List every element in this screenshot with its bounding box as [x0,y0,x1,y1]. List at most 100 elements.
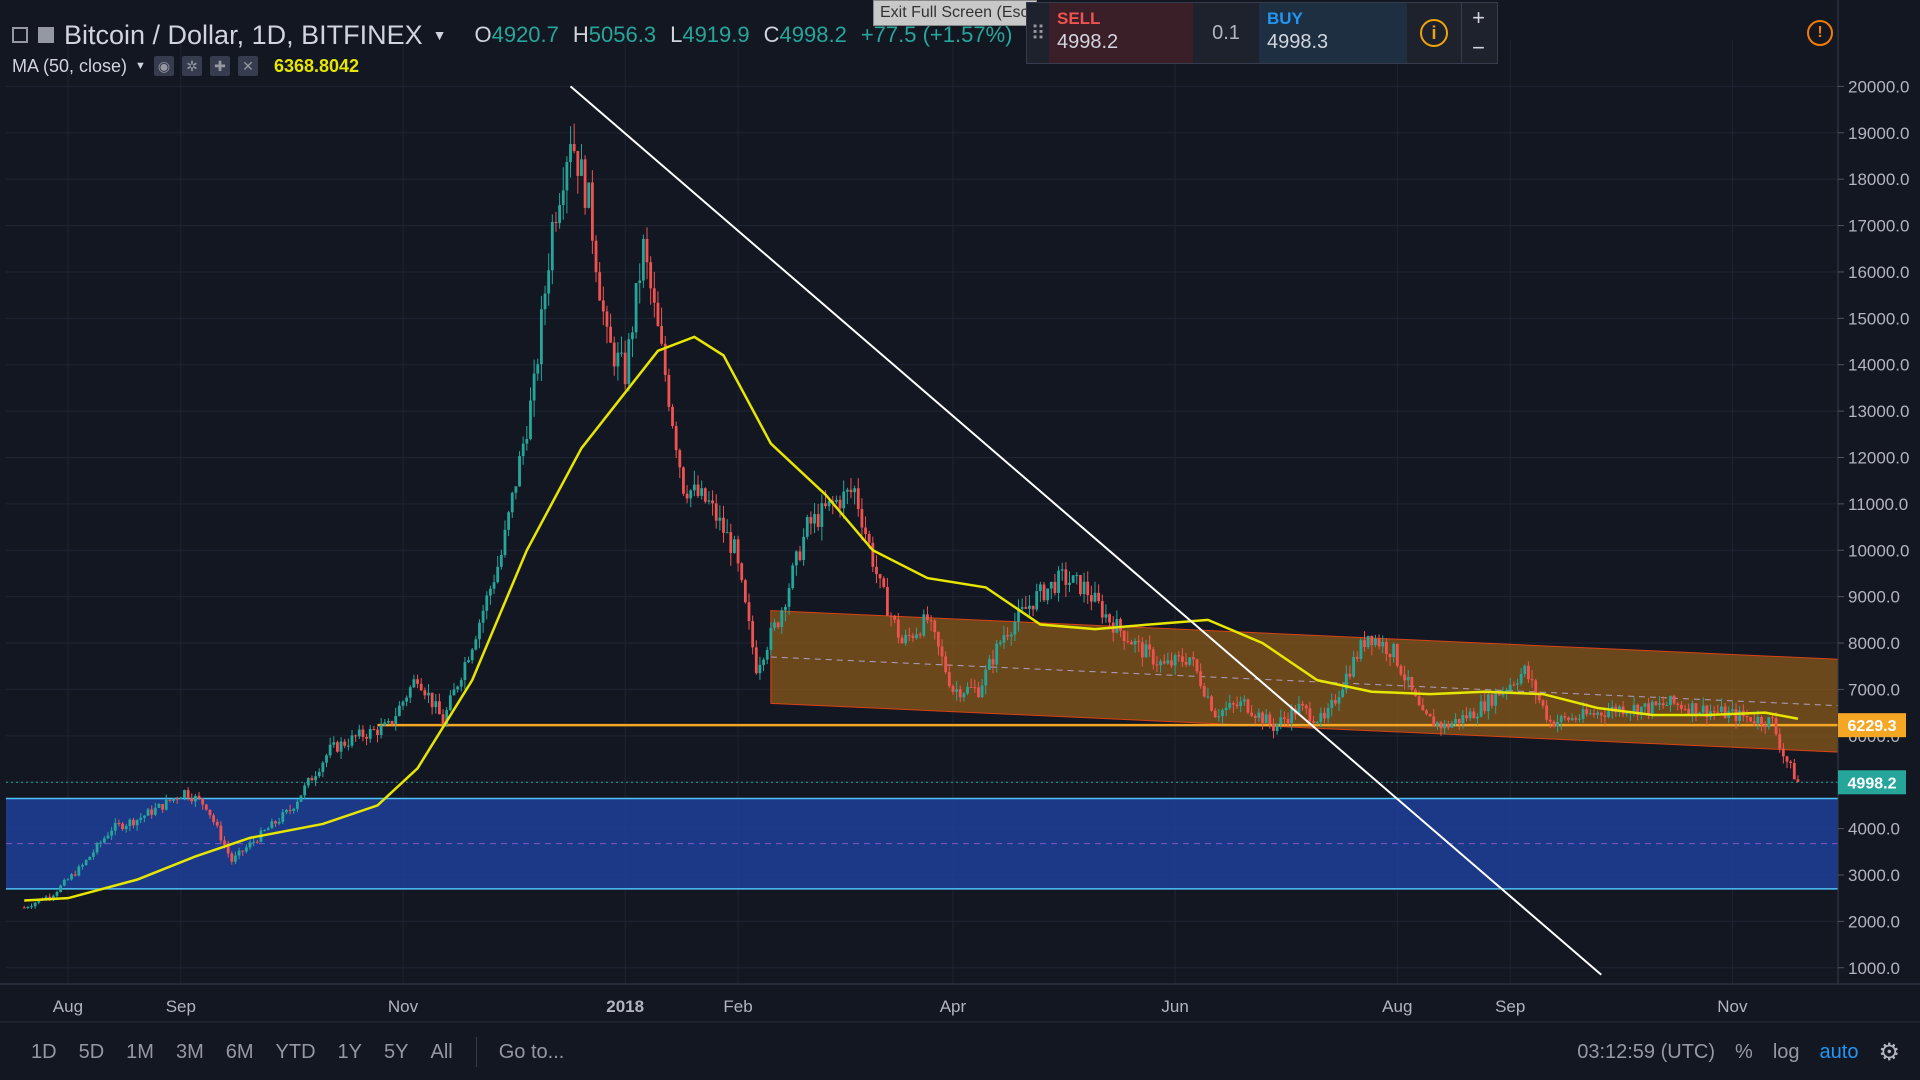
candle-body [1086,581,1090,596]
percent-scale-button[interactable]: % [1735,1040,1753,1063]
x-tick-label: Nov [1717,997,1748,1016]
candle-body [30,906,33,908]
candle-body [106,835,110,839]
candle-body [117,822,121,824]
candle-body [1432,716,1436,726]
candle-body [1344,673,1348,690]
candle-body [22,907,26,909]
candle-body [434,701,438,708]
sell-button[interactable]: SELL 4998.2 [1049,3,1193,63]
candle-body [255,841,259,843]
candle-body [452,689,456,696]
candle-body [1268,714,1272,724]
candle-body [569,144,572,162]
candle-body [1035,591,1039,610]
y-tick-label: 11000.0 [1848,495,1908,514]
candle-body [663,343,667,375]
candle-body [51,895,55,898]
candle-body [1417,696,1421,706]
candle-body [416,679,419,684]
buy-label: BUY [1267,9,1303,28]
range-1d-button[interactable]: 1D [31,1040,57,1063]
alert-icon[interactable]: ! [1807,20,1833,46]
candle-body [241,850,245,852]
x-tick-label: Aug [1382,997,1412,1016]
range-1y-button[interactable]: 1Y [337,1040,363,1063]
utc-clock[interactable]: 03:12:59 (UTC) [1577,1040,1716,1063]
candle-body [649,262,653,289]
candle-body [1599,712,1603,716]
candle-body [1057,570,1060,593]
decrease-button[interactable]: − [1461,33,1495,63]
increase-button[interactable]: + [1461,3,1495,33]
candle-body [1548,719,1552,722]
candle-body [1395,644,1399,666]
chevron-down-icon[interactable]: ▼ [432,27,447,43]
candle-body [183,790,186,798]
candle-body [692,484,696,491]
candle-body [172,798,175,801]
candle-body [882,578,886,587]
log-scale-button[interactable]: log [1772,1040,1800,1063]
collapse-icon[interactable] [12,27,28,43]
drag-handle-icon[interactable]: ⠿ [1030,22,1046,45]
candle-body [339,741,343,752]
candle-body [1774,718,1778,735]
candle-body [1170,660,1173,666]
candle-body [1046,588,1050,601]
candle-body [1406,676,1410,681]
chevron-down-icon[interactable]: ▼ [135,60,146,72]
price-chart[interactable]: 1000.02000.03000.04000.05000.06000.07000… [0,0,1920,1024]
candle-body [1100,601,1104,618]
candle-body [1654,701,1658,705]
eye-icon[interactable]: ◉ [153,56,174,76]
info-button[interactable]: i [1407,3,1461,63]
candle-body [784,606,787,611]
candle-body [1330,699,1334,708]
close-icon[interactable]: ✕ [237,56,258,76]
range-5y-button[interactable]: 5Y [384,1040,409,1063]
candle-body [601,300,605,312]
candle-body [711,500,714,504]
candle-body [346,745,350,747]
range-5d-button[interactable]: 5D [78,1040,105,1063]
candle-body [725,532,729,534]
candle-body [1705,705,1709,718]
range-all-button[interactable]: All [430,1040,453,1063]
candle-body [1465,715,1468,719]
candle-body [631,332,634,340]
candle-body [1304,705,1308,709]
candle-body [1734,709,1738,721]
buy-button[interactable]: BUY 4998.3 [1259,3,1407,63]
candle-body [525,438,529,444]
y-tick-label: 15000.0 [1848,309,1909,328]
goto-button[interactable]: Go to... [498,1040,565,1063]
candle-body [674,426,678,451]
range-3m-button[interactable]: 3M [175,1040,204,1063]
settings-gear-icon[interactable]: ⚙ [1878,1038,1900,1066]
x-tick-label: Sep [1495,997,1525,1016]
candle-body [1457,718,1461,724]
ohlc-low-value: 4919.9 [682,22,750,47]
quantity-field[interactable]: 0.1 [1212,21,1240,44]
candle-body [864,527,867,534]
candle-body [1326,707,1330,719]
ohlc-close-label: C [763,22,780,47]
auto-scale-button[interactable]: auto [1819,1040,1859,1063]
plus-icon[interactable]: ✚ [209,56,230,76]
candle-body [518,456,521,487]
candle-body [576,151,580,176]
range-6m-button[interactable]: 6M [225,1040,254,1063]
symbol-title[interactable]: Bitcoin / Dollar, 1D, BITFINEX [64,19,423,50]
ohlc-open-value: 4920.7 [491,22,559,47]
candle-body [998,642,1002,644]
candle-body [507,512,511,530]
gear-icon[interactable]: ✲ [181,56,202,76]
range-ytd-button[interactable]: YTD [275,1040,316,1063]
candle-body [157,804,161,808]
candle-body [1672,695,1676,704]
footer-divider [475,1037,477,1067]
candle-body [1676,703,1680,705]
indicator-label[interactable]: MA (50, close) [12,55,128,76]
range-1m-button[interactable]: 1M [126,1040,154,1063]
